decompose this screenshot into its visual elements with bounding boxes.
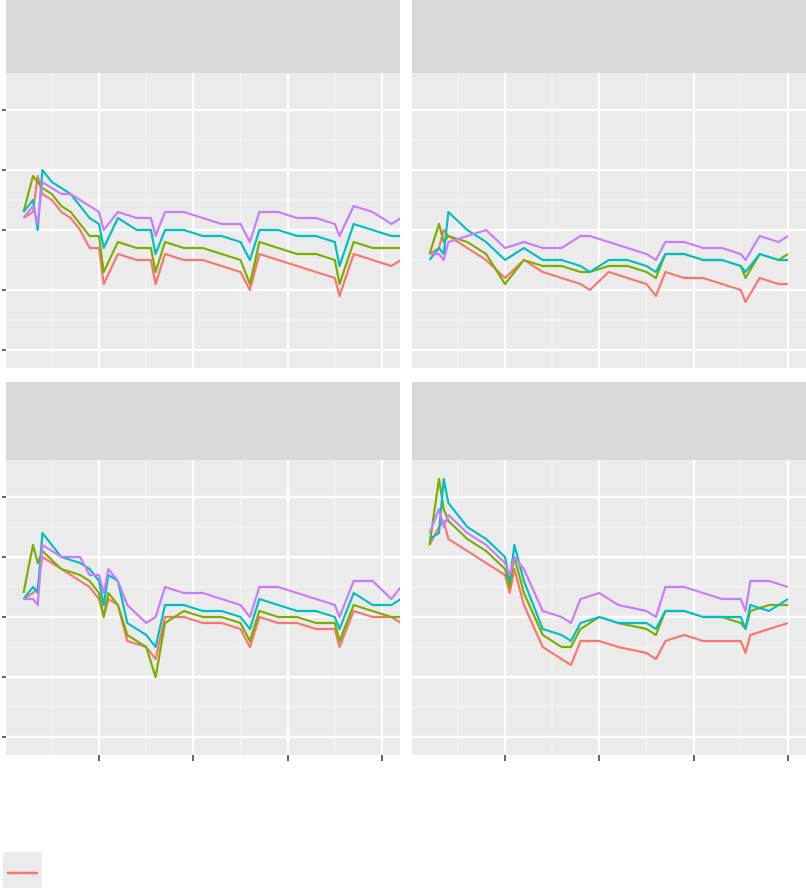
series-line bbox=[429, 228, 789, 262]
series-line bbox=[428, 519, 789, 667]
facet-panel bbox=[412, 0, 806, 368]
series-line bbox=[428, 477, 788, 649]
series-line bbox=[428, 210, 788, 274]
facet-strip bbox=[412, 0, 806, 73]
series-line bbox=[428, 228, 788, 304]
series-line bbox=[22, 174, 400, 298]
facet-strip bbox=[412, 382, 806, 460]
series-line bbox=[428, 507, 789, 625]
series-line bbox=[22, 174, 400, 286]
series-line bbox=[22, 180, 400, 244]
facet-panel bbox=[2, 382, 400, 761]
panel-background bbox=[6, 460, 400, 755]
facet-panels bbox=[2, 0, 806, 761]
panel-background bbox=[412, 73, 806, 368]
series-line bbox=[428, 477, 789, 643]
series-line bbox=[22, 168, 400, 268]
series-line bbox=[22, 543, 400, 679]
panel-background bbox=[412, 460, 806, 755]
legend-key bbox=[3, 852, 42, 888]
legend bbox=[3, 852, 42, 888]
facet-strip bbox=[6, 382, 400, 460]
facet-panel bbox=[2, 0, 400, 368]
panel-background bbox=[6, 73, 400, 368]
series-line bbox=[23, 543, 400, 625]
series-line bbox=[22, 531, 400, 649]
facet-panel bbox=[412, 382, 806, 761]
facet-strip bbox=[6, 0, 400, 73]
